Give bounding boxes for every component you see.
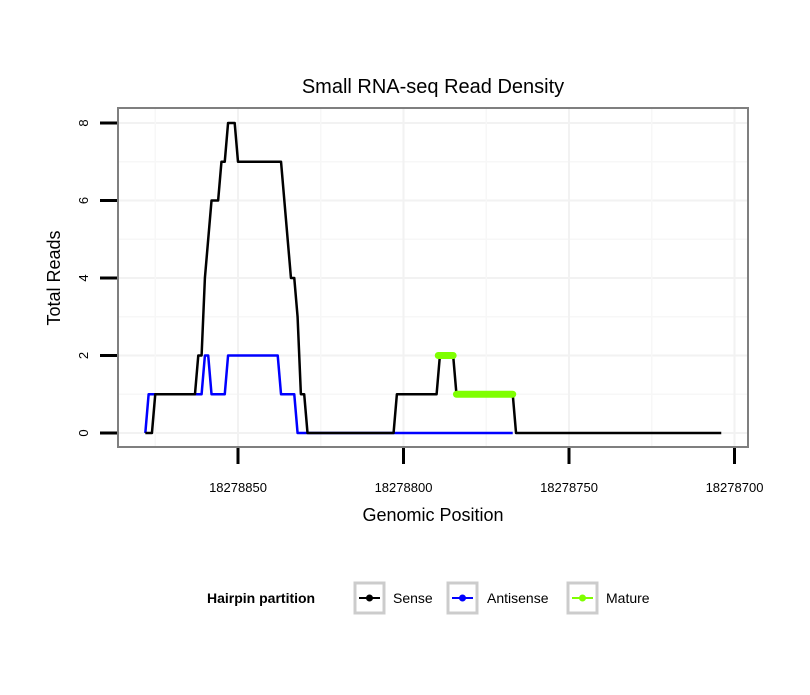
legend-title: Hairpin partition (207, 590, 315, 606)
x-tick-label: 18278850 (209, 480, 267, 495)
y-tick-label: 4 (76, 274, 91, 281)
legend-key-point (459, 594, 466, 602)
series-layer (144, 121, 722, 435)
legend-item-antisense: Antisense (446, 581, 549, 615)
chart-title: Small RNA-seq Read Density (302, 76, 564, 98)
series-line-antisense (144, 354, 513, 435)
legend-label: Antisense (487, 590, 549, 606)
x-axis: 18278850 18278800 18278750 18278700 (209, 448, 763, 495)
legend-key-point (366, 594, 373, 602)
legend: Hairpin partition Sense Antisense Mature (207, 581, 650, 615)
legend-item-mature: Mature (566, 581, 650, 615)
legend-key-point (579, 594, 586, 602)
y-axis-label: Total Reads (44, 230, 64, 325)
x-tick-label: 18278800 (375, 480, 433, 495)
y-tick-label: 8 (76, 119, 91, 126)
legend-label: Sense (393, 590, 433, 606)
plot-panel-border (117, 107, 749, 448)
x-axis-label: Genomic Position (362, 505, 503, 525)
legend-item-sense: Sense (353, 581, 433, 615)
x-tick-label: 18278750 (540, 480, 598, 495)
y-tick-label: 6 (76, 197, 91, 204)
y-axis: 0 2 4 6 8 (76, 119, 117, 437)
legend-label: Mature (606, 590, 650, 606)
y-tick-label: 2 (76, 352, 91, 359)
y-tick-label: 0 (76, 429, 91, 436)
x-tick-label: 18278700 (706, 480, 764, 495)
